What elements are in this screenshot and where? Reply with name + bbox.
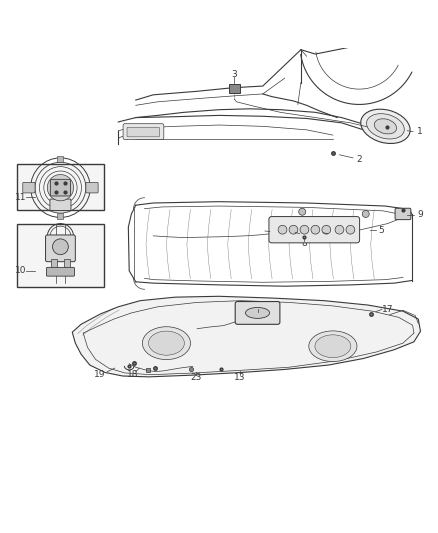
Text: 6: 6 (272, 227, 278, 236)
Circle shape (289, 225, 298, 234)
Circle shape (300, 225, 309, 234)
FancyBboxPatch shape (17, 165, 104, 211)
Ellipse shape (142, 327, 191, 360)
Ellipse shape (245, 308, 269, 318)
Text: 5: 5 (378, 225, 384, 235)
Text: 13: 13 (234, 373, 246, 382)
Circle shape (47, 174, 74, 201)
Text: 8: 8 (301, 239, 307, 248)
Text: 16: 16 (253, 302, 264, 311)
FancyBboxPatch shape (229, 84, 240, 93)
Text: 1: 1 (417, 127, 423, 136)
Ellipse shape (374, 119, 396, 134)
Circle shape (311, 225, 320, 234)
Bar (64, 259, 70, 270)
Ellipse shape (309, 331, 357, 361)
FancyBboxPatch shape (123, 124, 164, 140)
Text: 22: 22 (327, 230, 339, 239)
Circle shape (299, 208, 306, 215)
Bar (51, 259, 57, 270)
Ellipse shape (315, 335, 351, 358)
Text: 7: 7 (301, 230, 307, 239)
Ellipse shape (367, 114, 404, 139)
FancyBboxPatch shape (86, 182, 98, 193)
Text: 23: 23 (191, 373, 202, 382)
Text: 2: 2 (357, 155, 362, 164)
Ellipse shape (361, 109, 410, 143)
FancyBboxPatch shape (46, 268, 74, 276)
FancyBboxPatch shape (50, 199, 71, 211)
FancyBboxPatch shape (23, 182, 35, 193)
FancyBboxPatch shape (235, 302, 280, 324)
Circle shape (322, 225, 331, 234)
Circle shape (53, 239, 68, 255)
FancyBboxPatch shape (46, 235, 75, 262)
FancyBboxPatch shape (269, 216, 360, 243)
Circle shape (346, 225, 355, 234)
Circle shape (278, 225, 287, 234)
Text: 9: 9 (417, 211, 424, 219)
FancyBboxPatch shape (50, 179, 71, 196)
Text: 10: 10 (15, 266, 27, 276)
FancyBboxPatch shape (395, 208, 411, 220)
Text: 11: 11 (15, 193, 27, 202)
Text: 17: 17 (382, 305, 393, 314)
Ellipse shape (148, 331, 184, 355)
Text: 3: 3 (231, 70, 237, 79)
Text: 19: 19 (94, 370, 106, 379)
FancyBboxPatch shape (17, 223, 104, 287)
Polygon shape (72, 296, 420, 377)
Circle shape (362, 211, 369, 217)
Text: 18: 18 (127, 370, 138, 379)
FancyBboxPatch shape (127, 127, 159, 137)
Circle shape (335, 225, 344, 234)
